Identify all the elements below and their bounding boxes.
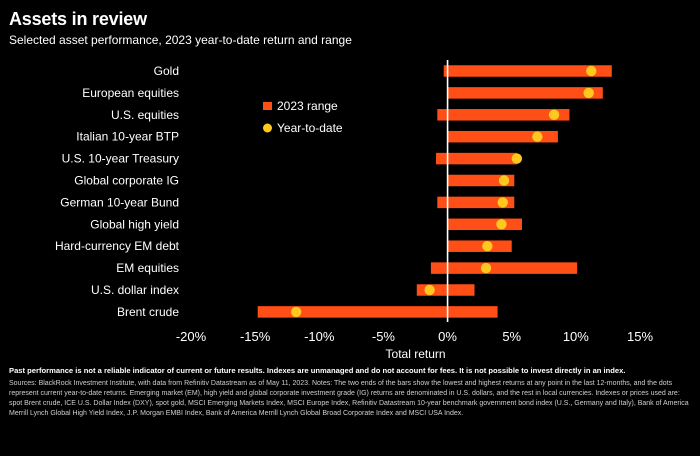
range-bar [447,240,512,252]
range-bar [447,218,522,231]
x-tick-label: 0% [438,329,457,344]
range-bar [447,174,515,187]
category-label: Brent crude [117,305,179,319]
ytd-dot [480,262,492,274]
category-label: U.S. 10-year Treasury [62,152,179,166]
x-tick-label: -5% [372,329,396,344]
x-tick-label: -15% [240,329,271,344]
ytd-dots [290,65,597,318]
range-bar [257,306,498,318]
x-tick-label: 10% [563,329,589,344]
category-label: European equities [82,86,179,100]
range-bar [437,109,570,121]
legend-range-label: 2023 range [277,99,338,113]
range-bar [436,152,517,165]
category-label: German 10-year Bund [60,195,179,209]
ytd-dot [548,109,560,121]
category-label: Global high yield [90,217,179,231]
range-bar [437,196,515,209]
chart-subtitle: Selected asset performance, 2023 year-to… [9,33,352,47]
range-bar-chart: Gold European equities U.S. equities Italia… [55,60,654,361]
x-tick-label: -20% [176,329,207,344]
category-label: EM equities [116,261,179,275]
category-label: Italian 10-year BTP [76,130,179,144]
range-bar [447,87,603,99]
ytd-dot [498,175,510,186]
legend-ytd-label: Year-to-date [277,121,343,135]
category-label: Global corporate IG [74,174,179,188]
range-bar [447,130,558,143]
x-axis-ticks: -20% -15% -10% -5% 0% 5% 10% 15% [176,329,654,344]
category-label: Gold [154,64,179,78]
x-tick-label: -10% [304,329,335,344]
ytd-dot [583,87,594,99]
ytd-dot [290,306,302,318]
category-label: U.S. equities [111,108,179,122]
category-label: U.S. dollar index [91,283,179,297]
range-bar [430,262,578,274]
ytd-dot [497,197,508,208]
x-tick-label: 15% [627,329,653,344]
range-bar [443,65,612,77]
sources-note: Sources: BlackRock Investment Institute,… [9,380,689,417]
x-tick-label: 5% [502,329,521,344]
ytd-dot [482,241,493,252]
category-label: Hard-currency EM debt [55,239,180,253]
ytd-dot [496,219,507,230]
ytd-dot [586,65,597,77]
disclaimer: Past performance is not a reliable indic… [9,366,626,375]
legend: 2023 range Year-to-date [263,99,343,135]
legend-ytd-swatch [263,123,272,133]
chart-title: Assets in review [9,9,147,29]
ytd-dot [532,131,543,142]
ytd-dot [511,153,523,164]
x-axis-title: Total return [386,347,446,361]
range-bars [257,65,612,318]
category-labels: Gold European equities U.S. equities Italia… [55,64,180,319]
ytd-dot [424,284,435,296]
range-bar [416,284,475,296]
legend-range-swatch [263,102,272,110]
